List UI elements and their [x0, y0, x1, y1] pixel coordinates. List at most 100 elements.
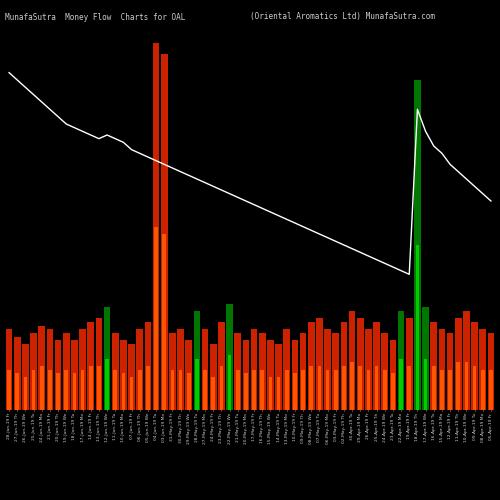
- Bar: [32, 370, 36, 410]
- Bar: [122, 374, 126, 410]
- Bar: [464, 362, 468, 410]
- Bar: [144, 322, 151, 410]
- Bar: [318, 366, 322, 410]
- Bar: [276, 344, 282, 410]
- Bar: [234, 333, 241, 410]
- Bar: [96, 318, 102, 410]
- Bar: [130, 377, 134, 410]
- Bar: [334, 370, 338, 410]
- Bar: [285, 370, 288, 410]
- Bar: [38, 326, 45, 410]
- Bar: [251, 330, 258, 410]
- Bar: [228, 355, 232, 410]
- Bar: [374, 366, 378, 410]
- Bar: [22, 344, 29, 410]
- Text: (Oriental Aromatics Ltd) MunafaSutra.com: (Oriental Aromatics Ltd) MunafaSutra.com: [250, 12, 435, 22]
- Bar: [374, 322, 380, 410]
- Bar: [138, 370, 141, 410]
- Bar: [226, 304, 233, 410]
- Bar: [114, 370, 117, 410]
- Bar: [30, 333, 37, 410]
- Bar: [55, 340, 62, 410]
- Bar: [383, 370, 386, 410]
- Bar: [64, 370, 68, 410]
- Bar: [480, 330, 486, 410]
- Bar: [48, 370, 52, 410]
- Bar: [14, 336, 20, 410]
- Bar: [72, 374, 76, 410]
- Bar: [40, 366, 43, 410]
- Bar: [202, 330, 208, 410]
- Bar: [268, 377, 272, 410]
- Bar: [218, 322, 224, 410]
- Bar: [242, 340, 249, 410]
- Bar: [414, 80, 420, 410]
- Bar: [112, 333, 118, 410]
- Bar: [447, 333, 454, 410]
- Bar: [342, 366, 346, 410]
- Bar: [310, 366, 313, 410]
- Bar: [316, 318, 322, 410]
- Bar: [97, 366, 101, 410]
- Bar: [308, 322, 314, 410]
- Bar: [244, 374, 248, 410]
- Bar: [104, 308, 110, 410]
- Bar: [349, 311, 356, 410]
- Bar: [390, 340, 396, 410]
- Bar: [80, 330, 86, 410]
- Bar: [16, 374, 19, 410]
- Bar: [324, 330, 331, 410]
- Bar: [301, 370, 305, 410]
- Bar: [488, 333, 494, 410]
- Bar: [88, 322, 94, 410]
- Bar: [212, 377, 215, 410]
- Bar: [489, 370, 493, 410]
- Bar: [357, 318, 364, 410]
- Bar: [432, 366, 436, 410]
- Bar: [340, 322, 347, 410]
- Bar: [56, 374, 60, 410]
- Bar: [456, 362, 460, 410]
- Bar: [186, 340, 192, 410]
- Bar: [430, 322, 437, 410]
- Bar: [187, 374, 190, 410]
- Bar: [210, 344, 216, 410]
- Bar: [170, 370, 174, 410]
- Bar: [292, 340, 298, 410]
- Bar: [398, 311, 404, 410]
- Bar: [463, 311, 469, 410]
- Bar: [195, 358, 199, 410]
- Bar: [284, 330, 290, 410]
- Bar: [424, 358, 428, 410]
- Bar: [120, 340, 126, 410]
- Bar: [161, 54, 168, 410]
- Bar: [276, 377, 280, 410]
- Bar: [89, 366, 92, 410]
- Bar: [406, 318, 412, 410]
- Bar: [259, 333, 266, 410]
- Bar: [7, 370, 11, 410]
- Bar: [194, 311, 200, 410]
- Bar: [438, 330, 445, 410]
- Bar: [203, 370, 207, 410]
- Bar: [472, 366, 476, 410]
- Bar: [267, 340, 274, 410]
- Bar: [24, 377, 28, 410]
- Bar: [332, 333, 339, 410]
- Bar: [128, 344, 135, 410]
- Bar: [105, 358, 109, 410]
- Bar: [146, 366, 150, 410]
- Bar: [252, 370, 256, 410]
- Bar: [80, 370, 84, 410]
- Bar: [399, 358, 403, 410]
- Bar: [63, 333, 70, 410]
- Bar: [455, 318, 462, 410]
- Bar: [154, 226, 158, 410]
- Bar: [169, 333, 175, 410]
- Bar: [220, 366, 224, 410]
- Bar: [448, 370, 452, 410]
- Bar: [481, 370, 484, 410]
- Bar: [326, 370, 330, 410]
- Bar: [382, 333, 388, 410]
- Bar: [236, 370, 240, 410]
